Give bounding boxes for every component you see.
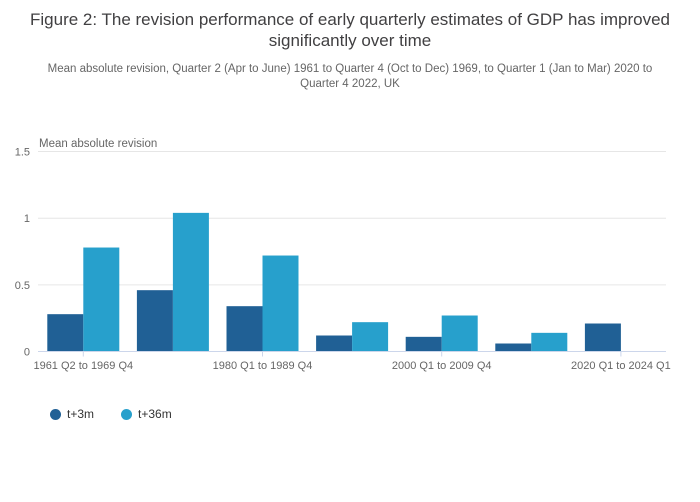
x-tick-label: 1980 Q1 to 1989 Q4 bbox=[213, 360, 313, 372]
bar-t3m-group4 bbox=[316, 335, 353, 352]
y-tick-label: 1.5 bbox=[15, 147, 30, 159]
x-tick-label: 2020 Q1 to 2024 Q1 bbox=[571, 360, 671, 372]
legend-item-t3m[interactable]: t+3m bbox=[50, 407, 94, 421]
bar-t3m-group6 bbox=[495, 343, 532, 352]
y-tick-label: 0.5 bbox=[15, 280, 30, 292]
legend-item-t36m[interactable]: t+36m bbox=[121, 407, 172, 421]
bar-t3m-group7 bbox=[584, 323, 621, 352]
bar-t3m-group5 bbox=[405, 336, 442, 352]
bar-t36m-group1 bbox=[83, 247, 120, 352]
figure-title: Figure 2: The revision performance of ea… bbox=[30, 10, 670, 51]
legend-marker-icon bbox=[121, 408, 133, 420]
legend-marker-icon bbox=[50, 408, 61, 420]
bar-t3m-group2 bbox=[136, 290, 173, 352]
bar-t3m-group1 bbox=[47, 314, 84, 352]
y-axis-title: Mean absolute revision bbox=[39, 138, 157, 150]
bar-t36m-group6 bbox=[531, 332, 568, 352]
bar-t36m-group2 bbox=[172, 212, 209, 352]
y-tick-label: 1 bbox=[24, 213, 30, 225]
bar-t36m-group4 bbox=[352, 322, 389, 352]
chart-legend: t+3m t+36m bbox=[50, 407, 172, 421]
legend-label: t+3m bbox=[67, 407, 95, 421]
figure-subtitle: Mean absolute revision, Quarter 2 (Apr t… bbox=[47, 62, 653, 90]
x-tick-label: 1961 Q2 to 1969 Q4 bbox=[33, 360, 133, 372]
bar-t36m-group3 bbox=[262, 255, 299, 352]
bar-t36m-group5 bbox=[441, 315, 478, 352]
legend-label: t+36m bbox=[138, 407, 172, 421]
x-tick-label: 2000 Q1 to 2009 Q4 bbox=[392, 360, 492, 372]
bar-t3m-group3 bbox=[226, 306, 263, 352]
y-tick-label: 0 bbox=[24, 347, 30, 359]
